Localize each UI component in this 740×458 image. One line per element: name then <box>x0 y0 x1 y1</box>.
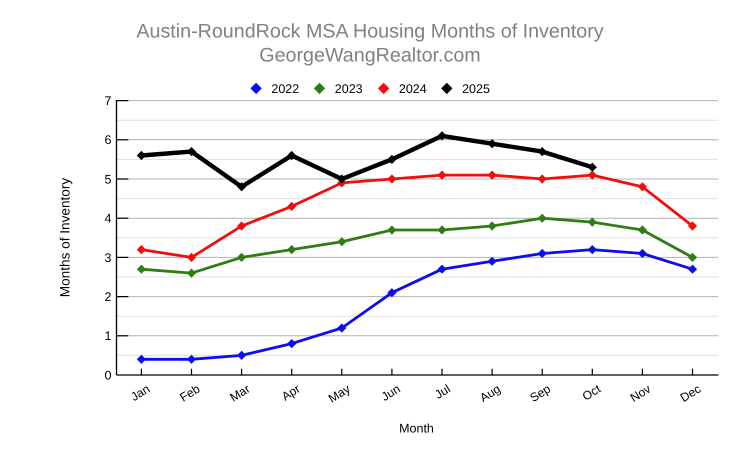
svg-text:4: 4 <box>105 212 112 226</box>
svg-text:Months of Inventory: Months of Inventory <box>57 178 72 298</box>
svg-text:GeorgeWangRealtor.com: GeorgeWangRealtor.com <box>259 45 480 67</box>
svg-text:6: 6 <box>105 133 112 147</box>
svg-text:2025: 2025 <box>462 82 490 96</box>
svg-text:2022: 2022 <box>271 82 299 96</box>
svg-text:2024: 2024 <box>399 82 427 96</box>
svg-text:5: 5 <box>105 172 112 186</box>
svg-text:Month: Month <box>399 421 434 435</box>
svg-text:2023: 2023 <box>335 82 363 96</box>
svg-text:1: 1 <box>105 329 112 343</box>
svg-text:0: 0 <box>105 368 112 382</box>
svg-text:Austin-RoundRock MSA Housing M: Austin-RoundRock MSA Housing Months of I… <box>136 21 603 43</box>
svg-text:7: 7 <box>105 94 112 108</box>
svg-text:2: 2 <box>105 290 112 304</box>
svg-text:Jul: Jul <box>432 382 453 402</box>
svg-text:3: 3 <box>105 251 112 265</box>
